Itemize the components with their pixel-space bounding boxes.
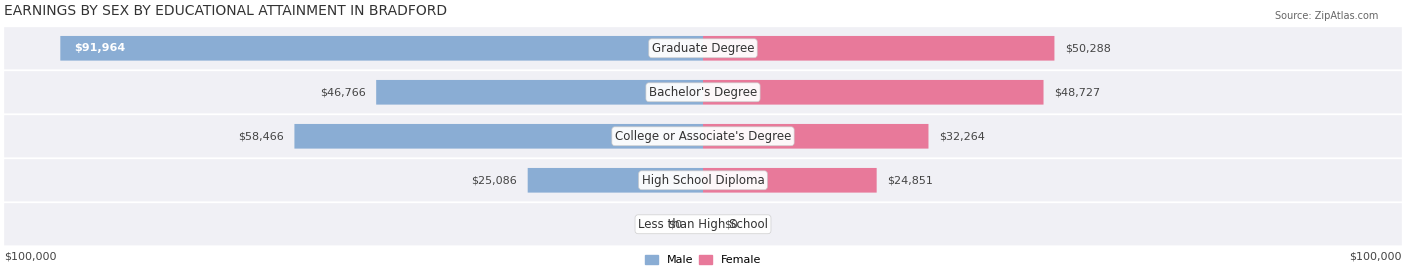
Text: $48,727: $48,727 — [1054, 87, 1099, 97]
FancyBboxPatch shape — [4, 71, 1402, 113]
FancyBboxPatch shape — [703, 168, 877, 193]
FancyBboxPatch shape — [4, 115, 1402, 157]
Text: $91,964: $91,964 — [75, 43, 125, 53]
FancyBboxPatch shape — [4, 203, 1402, 245]
Text: High School Diploma: High School Diploma — [641, 174, 765, 187]
FancyBboxPatch shape — [377, 80, 703, 105]
Text: $58,466: $58,466 — [238, 131, 284, 141]
Legend: Male, Female: Male, Female — [644, 255, 762, 265]
Text: $24,851: $24,851 — [887, 175, 934, 185]
FancyBboxPatch shape — [294, 124, 703, 148]
FancyBboxPatch shape — [703, 80, 1043, 105]
Text: $25,086: $25,086 — [471, 175, 517, 185]
FancyBboxPatch shape — [4, 27, 1402, 69]
FancyBboxPatch shape — [703, 124, 928, 148]
Text: $0: $0 — [668, 219, 682, 229]
Text: $100,000: $100,000 — [1350, 252, 1402, 262]
Text: Source: ZipAtlas.com: Source: ZipAtlas.com — [1274, 11, 1378, 21]
Text: Graduate Degree: Graduate Degree — [652, 42, 754, 55]
Text: Less than High School: Less than High School — [638, 218, 768, 231]
Text: $46,766: $46,766 — [321, 87, 366, 97]
Text: Bachelor's Degree: Bachelor's Degree — [650, 86, 756, 99]
Text: $0: $0 — [724, 219, 738, 229]
Text: EARNINGS BY SEX BY EDUCATIONAL ATTAINMENT IN BRADFORD: EARNINGS BY SEX BY EDUCATIONAL ATTAINMEN… — [4, 4, 447, 18]
FancyBboxPatch shape — [527, 168, 703, 193]
Text: College or Associate's Degree: College or Associate's Degree — [614, 130, 792, 143]
FancyBboxPatch shape — [60, 36, 703, 61]
Text: $50,288: $50,288 — [1064, 43, 1111, 53]
FancyBboxPatch shape — [703, 36, 1054, 61]
Text: $100,000: $100,000 — [4, 252, 56, 262]
Text: $32,264: $32,264 — [939, 131, 984, 141]
FancyBboxPatch shape — [4, 159, 1402, 201]
